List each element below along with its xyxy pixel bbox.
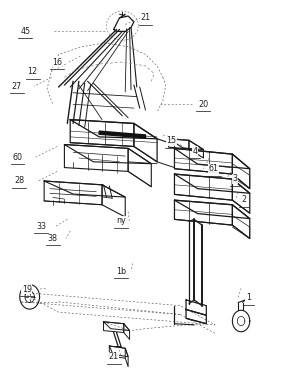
Text: 21: 21 xyxy=(109,352,119,361)
Text: ny: ny xyxy=(116,216,126,225)
Text: 3: 3 xyxy=(233,174,238,183)
Text: 45: 45 xyxy=(20,27,30,36)
Text: 2: 2 xyxy=(242,195,246,204)
Text: 19: 19 xyxy=(22,285,32,294)
Text: 28: 28 xyxy=(14,176,24,186)
Text: 21: 21 xyxy=(141,13,150,22)
Text: 16: 16 xyxy=(52,58,62,67)
Text: 60: 60 xyxy=(13,153,22,162)
Text: 61: 61 xyxy=(209,164,219,173)
Text: 12: 12 xyxy=(27,67,38,76)
Text: 27: 27 xyxy=(12,82,22,91)
Text: 15: 15 xyxy=(166,136,177,145)
Text: 33: 33 xyxy=(36,222,46,231)
Text: 4: 4 xyxy=(192,147,197,156)
Text: 1: 1 xyxy=(246,293,251,302)
Text: 1b: 1b xyxy=(116,267,126,276)
Polygon shape xyxy=(99,131,146,138)
Text: 38: 38 xyxy=(48,234,58,243)
Text: 20: 20 xyxy=(198,100,208,109)
